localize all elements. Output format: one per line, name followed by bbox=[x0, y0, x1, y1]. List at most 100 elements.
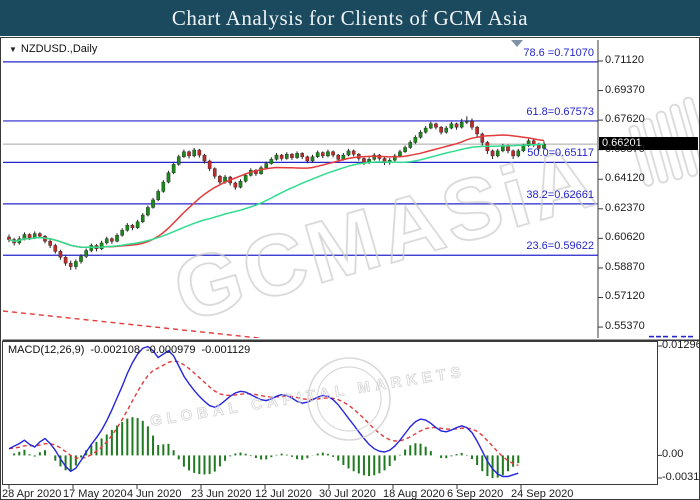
watermark-bar bbox=[682, 96, 699, 174]
candle-bearish bbox=[475, 127, 479, 135]
price-tick-label: 0.57120 bbox=[605, 290, 645, 303]
candle-bullish bbox=[274, 154, 279, 160]
candle-bullish bbox=[156, 191, 160, 201]
macd-main-line bbox=[8, 345, 519, 478]
candle-bullish bbox=[465, 121, 469, 123]
candle-bullish bbox=[408, 142, 413, 148]
candle-bearish bbox=[351, 150, 356, 155]
candle-bearish bbox=[130, 224, 135, 228]
candle-bearish bbox=[336, 154, 341, 160]
fib-label: 23.6=0.59622 bbox=[526, 240, 594, 253]
watermark-bar bbox=[628, 124, 654, 187]
date-label: 30 Jul 2020 bbox=[319, 488, 376, 500]
candle-bullish bbox=[495, 150, 500, 157]
candle-bullish bbox=[125, 224, 130, 231]
watermark-bar bbox=[642, 117, 669, 184]
candle-bearish bbox=[53, 245, 58, 252]
candle-bullish bbox=[295, 153, 299, 158]
macd-value-main: -0.002108 bbox=[90, 344, 140, 356]
candle-bullish bbox=[429, 123, 433, 129]
candle-bullish bbox=[259, 167, 263, 174]
price-tick-label: 0.71120 bbox=[605, 54, 644, 66]
candle-bearish bbox=[434, 123, 438, 128]
candle-bearish bbox=[480, 133, 485, 143]
candle-bearish bbox=[511, 150, 515, 157]
macd-legend: MACD(12,26,9) -0.002108 -0.000979 -0.001129 bbox=[8, 344, 256, 356]
candle-bullish bbox=[444, 127, 449, 133]
symbol-dropdown[interactable]: ▼ NZDUSD.,Daily bbox=[9, 43, 97, 55]
fib-label: 38.2=0.62661 bbox=[526, 188, 594, 201]
candle-bearish bbox=[58, 251, 63, 258]
candle-bullish bbox=[22, 234, 27, 239]
candle-bullish bbox=[192, 149, 196, 157]
candle-bullish bbox=[135, 221, 140, 228]
candle-bullish bbox=[284, 154, 289, 159]
clipped-fib-label bbox=[681, 335, 686, 338]
candle-bearish bbox=[212, 168, 217, 177]
candle-bearish bbox=[197, 149, 202, 156]
candle-bullish bbox=[269, 159, 274, 164]
macd-label: MACD(12,26,9) bbox=[8, 344, 85, 356]
macd-tick-label: 0.012964 bbox=[662, 339, 700, 351]
title-bar: Chart Analysis for Clients of GCM Asia bbox=[0, 0, 700, 36]
scroll-marker-icon[interactable] bbox=[511, 40, 523, 47]
date-label: 4 Jun 2020 bbox=[127, 488, 182, 500]
candle-bullish bbox=[161, 181, 166, 192]
watermark-ring-outer bbox=[307, 357, 391, 441]
candle-bearish bbox=[331, 151, 335, 156]
date-label: 28 Apr 2020 bbox=[2, 488, 62, 500]
macd-tick-label: 0.00 bbox=[662, 448, 684, 461]
current-price-badge: 0.66201 bbox=[599, 137, 698, 150]
candle-bearish bbox=[202, 154, 207, 162]
candle-bullish bbox=[346, 150, 351, 156]
macd-tick-label: -0.003151 bbox=[662, 471, 700, 483]
date-label: 18 Aug 2020 bbox=[383, 488, 445, 500]
candle-bullish bbox=[146, 207, 150, 216]
candle-bullish bbox=[176, 156, 181, 165]
candle-bearish bbox=[48, 241, 52, 246]
candle-bearish bbox=[490, 150, 495, 157]
macd-panel[interactable] bbox=[8, 345, 520, 479]
candle-bullish bbox=[264, 163, 269, 168]
candle-bearish bbox=[454, 123, 459, 128]
candle-bullish bbox=[115, 235, 119, 242]
candle-bullish bbox=[418, 132, 423, 138]
macd-value-hist: -0.001129 bbox=[201, 344, 251, 356]
symbol-label: NZDUSD.,Daily bbox=[20, 43, 98, 55]
date-label: 17 May 2020 bbox=[63, 488, 127, 500]
price-tick-label: 0.64120 bbox=[605, 172, 645, 185]
panel-divider bbox=[2, 339, 700, 341]
fib-label: 50.0=0.65117 bbox=[527, 147, 594, 160]
price-panel[interactable] bbox=[3, 61, 598, 338]
candle-bearish bbox=[300, 153, 305, 157]
candle-bullish bbox=[459, 121, 464, 128]
clipped-fib-label bbox=[672, 335, 677, 338]
clipped-fib-label bbox=[663, 335, 668, 338]
price-tick-label: 0.60620 bbox=[605, 231, 645, 244]
date-label: 12 Jul 2020 bbox=[255, 488, 312, 500]
candle-bearish bbox=[68, 262, 73, 267]
candle-bearish bbox=[290, 154, 294, 158]
date-label: 24 Sep 2020 bbox=[511, 488, 574, 500]
candle-bullish bbox=[393, 155, 397, 161]
candle-bearish bbox=[362, 158, 366, 163]
candle-bullish bbox=[423, 127, 428, 133]
candle-bearish bbox=[110, 238, 114, 242]
candle-bearish bbox=[38, 233, 42, 237]
candle-bearish bbox=[279, 154, 284, 159]
candle-bullish bbox=[182, 151, 186, 157]
price-tick-label: 0.69370 bbox=[605, 83, 645, 96]
clipped-fib-label bbox=[688, 335, 693, 338]
candle-bearish bbox=[320, 152, 325, 157]
date-label: 23 Jun 2020 bbox=[191, 488, 252, 500]
fib-label: 61.8=0.67573 bbox=[526, 105, 594, 118]
price-tick-label: 0.67620 bbox=[605, 113, 645, 126]
date-label: 6 Sep 2020 bbox=[447, 488, 504, 500]
candle-bullish bbox=[166, 172, 171, 183]
candle-bullish bbox=[104, 238, 109, 244]
chevron-down-icon[interactable]: ▼ bbox=[9, 45, 17, 54]
macd-panel-border bbox=[2, 341, 658, 485]
descending-trendline[interactable] bbox=[3, 310, 260, 338]
candle-bullish bbox=[398, 151, 402, 157]
